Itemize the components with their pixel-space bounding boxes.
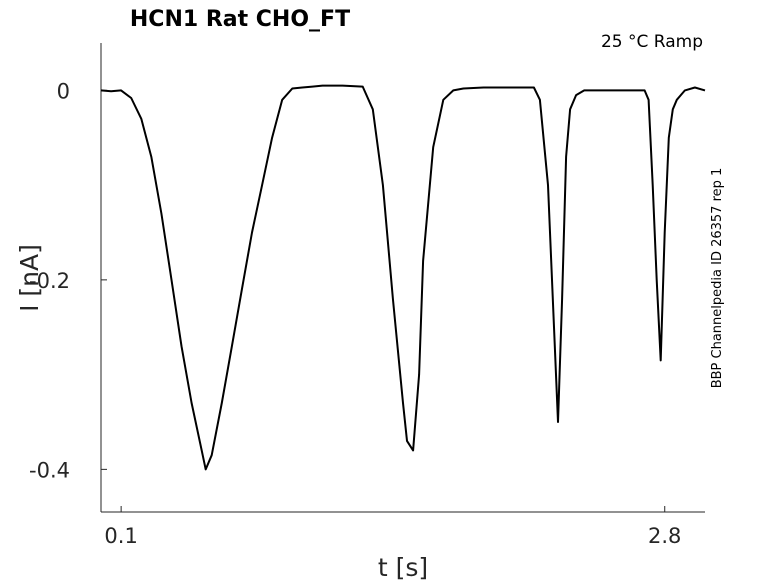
chart-title: HCN1 Rat CHO_FT <box>130 7 350 32</box>
current-trace-line <box>100 84 706 471</box>
y-axis-label: I [nA] <box>15 244 44 312</box>
x-tick-label: 2.8 <box>648 524 681 548</box>
axes <box>100 43 705 513</box>
y-tick-label: -0.4 <box>29 458 70 482</box>
x-ticks: 0.1 2.8 <box>104 506 681 548</box>
side-label: BBP Channelpedia ID 26357 rep 1 <box>710 168 725 389</box>
y-tick-label: -0.2 <box>29 269 70 293</box>
x-axis-label: t [s] <box>378 553 428 582</box>
chart-annotation: 25 °C Ramp <box>601 32 703 52</box>
y-tick-label: 0 <box>57 79 70 103</box>
y-ticks: 0 -0.2 -0.4 <box>29 79 107 482</box>
x-tick-label: 0.1 <box>104 524 137 548</box>
